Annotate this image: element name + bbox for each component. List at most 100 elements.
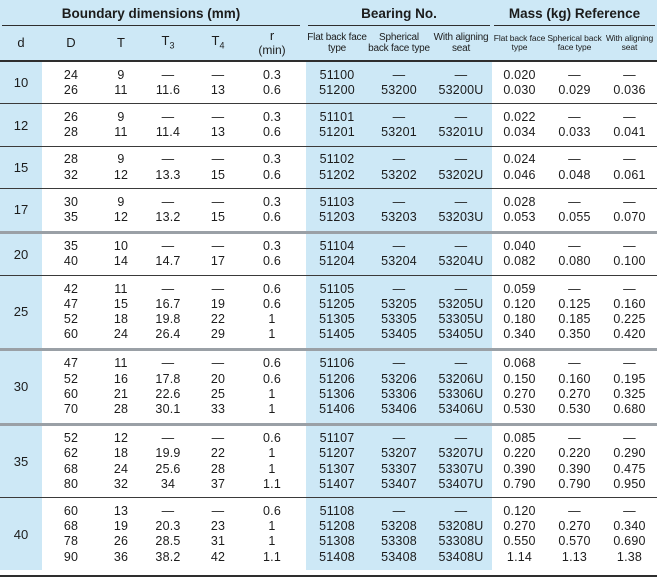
- column-D: 35 40: [42, 234, 100, 275]
- cell-T4: 22: [210, 446, 226, 461]
- cell-D: 47: [63, 356, 79, 371]
- cell-D: 28: [63, 152, 79, 167]
- column-m_flat: 0.059 0.120 0.180 0.340: [492, 276, 547, 348]
- cell-T: 21: [113, 386, 129, 401]
- cell-T4: —: [211, 503, 225, 518]
- col-header-bearing-aligning-seat: With aligning seat: [433, 32, 489, 54]
- cell-D: 47: [63, 296, 79, 311]
- cell-r: 1: [268, 461, 276, 476]
- cell-b_sph: 53202: [381, 167, 417, 182]
- col-header-d: d: [0, 26, 42, 60]
- cell-T4: —: [211, 239, 225, 254]
- col-header-D: D: [42, 26, 100, 60]
- col-header-r-label: r: [269, 28, 275, 44]
- cell-m_sph: —: [568, 194, 581, 209]
- cell-b_align: —: [454, 281, 468, 296]
- cell-m_align: 0.195: [613, 371, 646, 386]
- column-T4: —13: [194, 104, 242, 145]
- column-T4: —22 28 37: [194, 426, 242, 498]
- column-T4: —19 22 29: [194, 276, 242, 348]
- cell-T4: —: [211, 67, 225, 82]
- cell-T3: —: [161, 152, 175, 167]
- cell-b_sph: 53408: [381, 549, 417, 564]
- cell-m_align: —: [623, 356, 636, 371]
- column-D: 26 28: [42, 104, 100, 145]
- column-T: 9 12: [100, 189, 142, 230]
- cell-T: 28: [113, 401, 129, 416]
- cell-m_sph: 0.080: [558, 254, 591, 269]
- cell-m_flat: 0.059: [503, 281, 536, 296]
- column-T: 13 19 26 36: [100, 498, 142, 570]
- row-group-d-12: 12 26 28 9 11—11.4—13 0.3 0.6 51101 51201—53201—…: [0, 103, 657, 146]
- cell-m_flat: 0.046: [503, 167, 536, 182]
- cell-b_sph: 53406: [381, 401, 417, 416]
- cell-m_align: —: [623, 239, 636, 254]
- cell-b_sph: 53206: [381, 371, 417, 386]
- column-D: 52 62 68 80: [42, 426, 100, 498]
- column-m_align: —0.041: [602, 104, 657, 145]
- column-r: 0.6 0.6 1 1: [242, 351, 302, 423]
- cell-r: 0.3: [263, 152, 281, 167]
- column-T3: —13.2: [142, 189, 194, 230]
- column-m_align: —0.160 0.225 0.420: [602, 276, 657, 348]
- cell-D: 24: [63, 67, 79, 82]
- cell-r: 1: [268, 519, 276, 534]
- cell-b_sph: —: [392, 67, 406, 82]
- cell-T: 36: [113, 549, 129, 564]
- cell-b_flat: 51105: [319, 281, 355, 296]
- table-body: 10 24 26 9 11—11.6—13 0.3 0.6 51100 51200—53200—…: [0, 62, 657, 571]
- cell-r: 0.6: [263, 356, 281, 371]
- row-group-d-10: 10 24 26 9 11—11.6—13 0.3 0.6 51100 51200—53200—…: [0, 62, 657, 104]
- column-D: 47 52 60 70: [42, 351, 100, 423]
- cell-T3: 25.6: [155, 461, 181, 476]
- column-m_flat: 0.120 0.270 0.550 1.14: [492, 498, 547, 570]
- cell-b_flat: 51406: [319, 401, 355, 416]
- cell-m_sph: —: [568, 503, 581, 518]
- cell-b_flat: 51104: [319, 239, 355, 254]
- column-m_flat: 0.024 0.046: [492, 147, 547, 188]
- cell-D: 28: [63, 125, 79, 140]
- column-m_align: —0.036: [602, 62, 657, 103]
- cell-b_align: —: [454, 152, 468, 167]
- cell-b_flat: 51408: [319, 549, 355, 564]
- cell-m_align: 0.950: [613, 476, 646, 491]
- cell-b_align: 53208U: [438, 519, 484, 534]
- cell-b_flat: 51204: [319, 254, 355, 269]
- cell-T3: 22.6: [155, 386, 181, 401]
- cell-m_sph: 0.048: [558, 167, 591, 182]
- cell-b_sph: 53205: [381, 296, 417, 311]
- cell-m_align: 0.340: [613, 519, 646, 534]
- cell-T3: 13.2: [155, 209, 181, 224]
- cell-m_align: 0.036: [613, 82, 646, 97]
- cell-T3: 11.6: [155, 82, 181, 97]
- row-group-d-40: 40 60 68 78 90 13 19 26 36—20.3 28.5 38.2—23 31 42 0.…: [0, 497, 657, 571]
- cell-T: 24: [113, 327, 129, 342]
- cell-m_sph: —: [568, 152, 581, 167]
- cell-m_align: 0.680: [613, 401, 646, 416]
- cell-m_flat: 0.390: [503, 461, 536, 476]
- cell-r: 0.6: [263, 503, 281, 518]
- column-T3: —19.9 25.6 34: [142, 426, 194, 498]
- column-T4: —13: [194, 62, 242, 103]
- column-T: 9 11: [100, 62, 142, 103]
- row-group-d-35: 35 52 62 68 80 12 18 24 32—19.9 25.6 34—22 28 37 0.6 1…: [0, 422, 657, 498]
- d-value: 30: [0, 350, 42, 423]
- cell-T4: 17: [210, 254, 226, 269]
- cell-b_align: 53201U: [438, 125, 484, 140]
- table-header-groups: Boundary dimensions (mm) Bearing No. Mas…: [0, 0, 657, 26]
- cell-T3: 34: [160, 476, 176, 491]
- cell-T4: 20: [210, 371, 226, 386]
- cell-b_flat: 51407: [319, 476, 355, 491]
- column-D: 30 35: [42, 189, 100, 230]
- d-value: 10: [0, 62, 42, 104]
- cell-m_flat: 0.150: [503, 371, 536, 386]
- cell-m_align: 0.290: [613, 446, 646, 461]
- column-m_sph: —0.080: [547, 234, 602, 275]
- cell-b_align: —: [454, 356, 468, 371]
- cell-m_flat: 0.220: [503, 446, 536, 461]
- cell-b_sph: 53201: [381, 125, 417, 140]
- cell-m_sph: 0.033: [558, 125, 591, 140]
- cell-T3: 19.8: [155, 311, 181, 326]
- row-group-d-15: 15 28 32 9 12—13.3—15 0.3 0.6 51102 51202—53202—…: [0, 145, 657, 189]
- column-m_align: —0.100: [602, 234, 657, 275]
